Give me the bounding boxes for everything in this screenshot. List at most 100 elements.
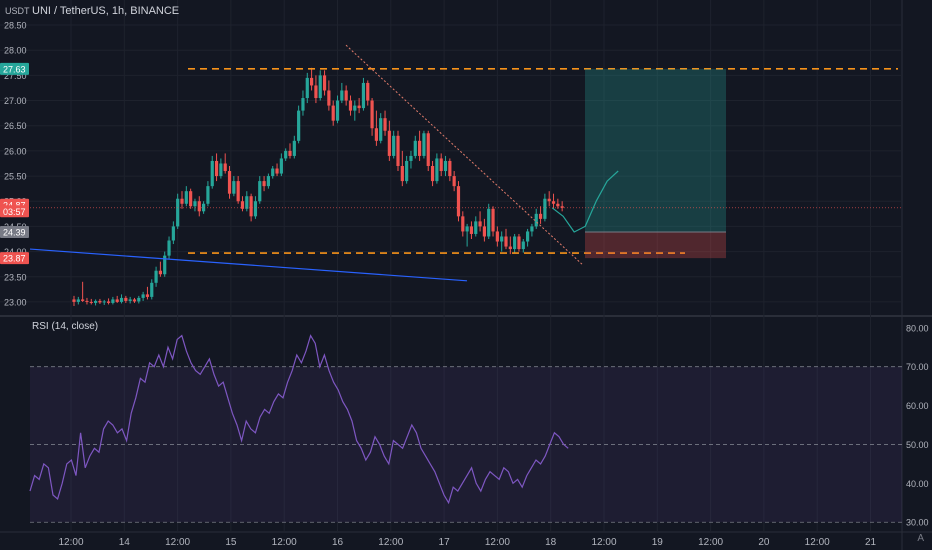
- candle-body: [405, 160, 409, 182]
- candle-body: [253, 201, 258, 217]
- descending-trendline: [345, 44, 583, 265]
- candle-body: [163, 255, 167, 275]
- candle-body: [392, 135, 396, 156]
- y-tick-label: 23.00: [4, 297, 27, 307]
- x-tick-label: 12:00: [378, 537, 403, 548]
- candle-body: [305, 77, 309, 99]
- candle-body: [219, 163, 223, 177]
- candle-body: [94, 300, 98, 303]
- candle-body: [236, 181, 240, 202]
- candle-body: [551, 201, 556, 204]
- price-axis[interactable]: 23.0023.5024.0024.5025.0025.5026.0026.50…: [0, 21, 929, 528]
- rsi-tick-label: 70.00: [906, 362, 929, 372]
- candle-body: [335, 100, 340, 121]
- candle-body: [132, 299, 137, 302]
- candle-body: [249, 196, 253, 217]
- candle-body: [145, 294, 150, 297]
- rsi-indicator-label[interactable]: RSI (14, close): [32, 321, 99, 332]
- candle-body: [560, 206, 564, 208]
- candle-body: [383, 118, 387, 131]
- price-badge: [0, 225, 29, 238]
- candle-body: [214, 160, 219, 177]
- candle-body: [193, 201, 197, 207]
- candle-body: [439, 158, 443, 172]
- x-tick-label: 14: [119, 537, 131, 548]
- loss-zone: [585, 231, 726, 259]
- candle-body: [137, 297, 141, 302]
- candle-body: [487, 208, 491, 237]
- candle-body: [202, 203, 206, 212]
- candle-body: [154, 270, 158, 283]
- candle-body: [284, 150, 288, 159]
- candle-body: [340, 90, 344, 101]
- x-tick-label: 19: [652, 537, 664, 548]
- candle-body: [72, 299, 76, 302]
- candle-body: [538, 213, 543, 219]
- candle-body: [526, 231, 530, 242]
- candle-body: [288, 150, 292, 156]
- candle-body: [331, 105, 335, 121]
- price-badge-label: 03:57: [3, 207, 26, 217]
- rsi-tick-label: 30.00: [906, 518, 929, 528]
- x-tick-label: 16: [332, 537, 344, 548]
- projection-path: [551, 170, 619, 233]
- y-tick-label: 26.00: [4, 146, 27, 156]
- candle-body: [262, 181, 266, 187]
- candle-body: [379, 118, 383, 141]
- candle-body: [171, 226, 175, 241]
- price-badge: [0, 205, 29, 218]
- candle-body: [232, 181, 236, 194]
- rsi-pane[interactable]: [29, 334, 902, 523]
- candle-body: [119, 297, 124, 302]
- candle-body: [310, 77, 314, 86]
- candle-body: [413, 140, 417, 156]
- candle-body: [292, 140, 296, 156]
- y-tick-label: 28.50: [4, 21, 27, 31]
- candle-body: [513, 236, 517, 250]
- candle-body: [98, 300, 102, 303]
- candle-body: [456, 186, 461, 217]
- auto-scale-button[interactable]: A: [917, 533, 924, 544]
- x-tick-label: 12:00: [58, 537, 83, 548]
- candle-body: [521, 241, 525, 250]
- rsi-tick-label: 80.00: [906, 323, 929, 333]
- trend-line: [29, 248, 468, 282]
- price-badge: [0, 252, 29, 265]
- candle-body: [266, 176, 270, 187]
- x-tick-label: 12:00: [698, 537, 723, 548]
- rsi-tick-label: 60.00: [906, 401, 929, 411]
- candle-body: [400, 166, 404, 182]
- x-tick-label: 12:00: [485, 537, 510, 548]
- candle-body: [500, 236, 504, 242]
- profit-zone: [585, 68, 726, 232]
- y-tick-label: 28.00: [4, 46, 27, 56]
- candle-body: [430, 166, 435, 182]
- price-badge-label: 27.63: [3, 64, 26, 74]
- candle-body: [115, 299, 119, 302]
- candle-body: [240, 201, 245, 209]
- candle-body: [465, 226, 469, 232]
- candle-body: [409, 155, 413, 161]
- candle-body: [180, 198, 184, 204]
- candle-body: [348, 100, 353, 111]
- price-badge: [0, 62, 29, 75]
- candle-body: [197, 201, 201, 212]
- candle-body: [111, 299, 115, 303]
- price-pane[interactable]: [0, 44, 902, 306]
- x-tick-label: 17: [439, 537, 451, 548]
- candle-body: [76, 299, 80, 302]
- candle-body: [322, 75, 327, 91]
- candle-body: [279, 158, 283, 174]
- y-tick-label: 25.50: [4, 172, 27, 182]
- candle-body: [314, 85, 318, 99]
- y-tick-label: 24.00: [4, 247, 27, 257]
- candle-body: [206, 186, 210, 204]
- currency-label: USDT: [5, 6, 30, 16]
- candle-body: [556, 203, 560, 207]
- candle-body: [258, 181, 262, 202]
- price-badge-label: 24.87: [3, 200, 26, 210]
- x-tick-label: 20: [758, 537, 770, 548]
- y-tick-label: 26.50: [4, 121, 27, 131]
- candle-body: [374, 128, 378, 141]
